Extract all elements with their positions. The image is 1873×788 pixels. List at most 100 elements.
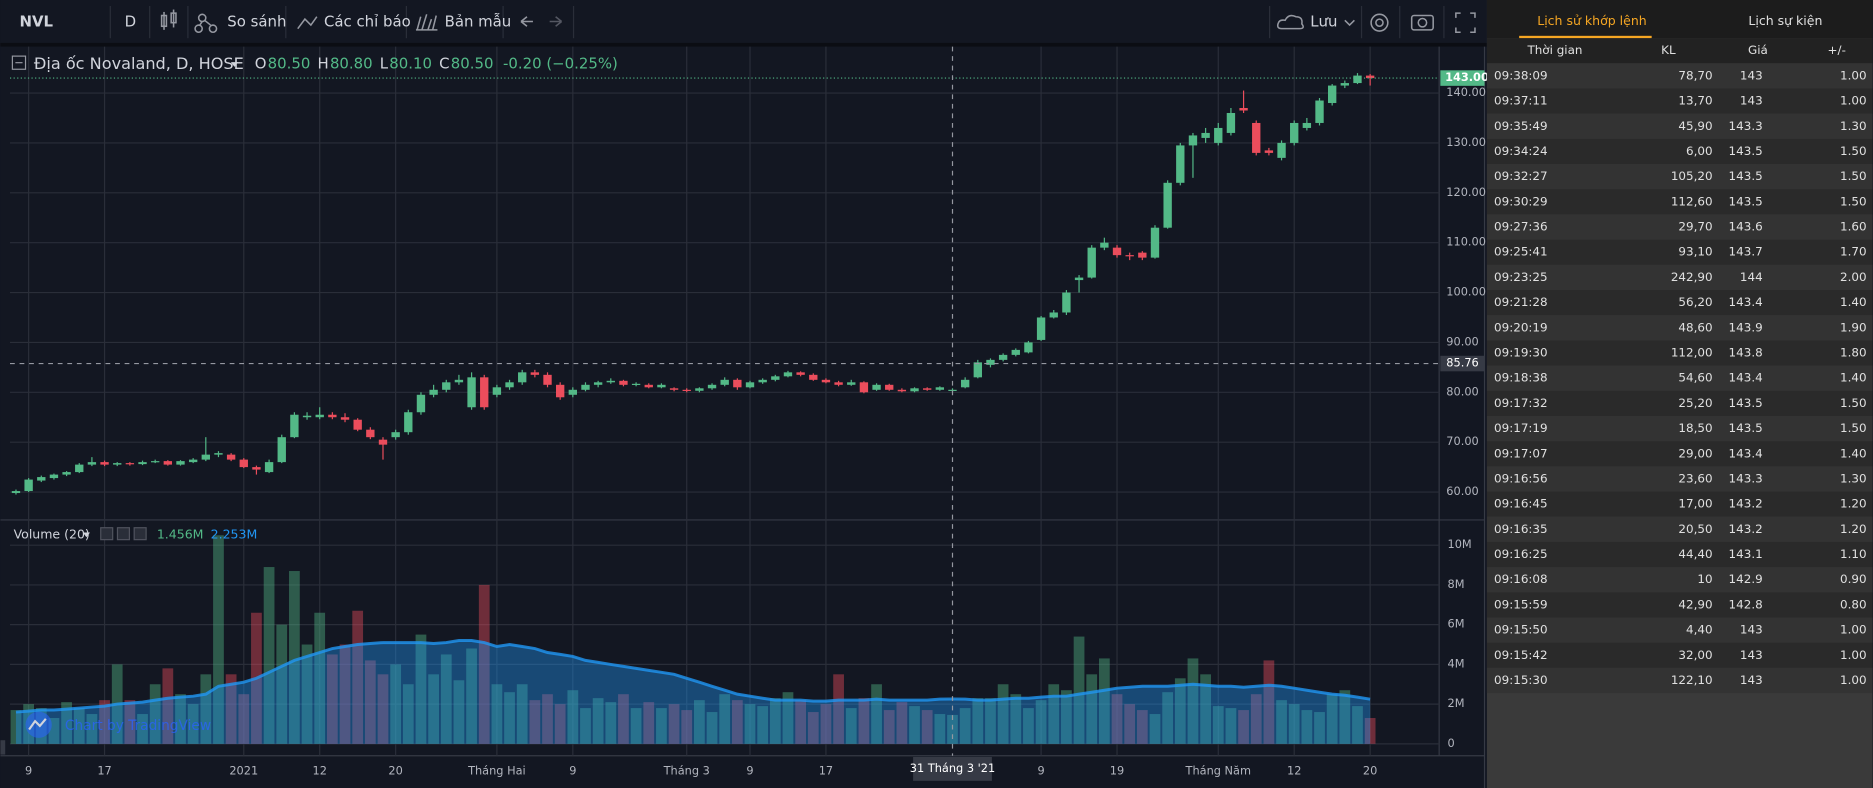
volume-bar (238, 694, 250, 744)
volume-bar (731, 700, 743, 744)
settings-icon[interactable] (1370, 13, 1389, 32)
table-row[interactable] (1486, 63, 1873, 89)
trade-time: 09:16:35 (1494, 522, 1548, 536)
save-button[interactable]: Lưu (1310, 13, 1337, 31)
candle-icon[interactable] (160, 9, 177, 30)
collapse-icon[interactable] (11, 55, 27, 70)
trade-change: 1.00 (1840, 648, 1867, 662)
tab[interactable]: Lịch sự kiện (1748, 13, 1822, 28)
trade-change: 1.40 (1840, 295, 1867, 309)
volume-bar (1276, 700, 1287, 744)
table-row[interactable] (1486, 290, 1873, 316)
table-row[interactable] (1486, 642, 1873, 668)
table-row[interactable] (1486, 541, 1873, 568)
table-row[interactable] (1486, 567, 1873, 593)
trade-change: 0.90 (1840, 572, 1867, 586)
table-row[interactable] (1486, 667, 1873, 694)
grid: 60.00 70.00 80.00 90.00 100.00 110.00 120.00 13… (10, 46, 1486, 777)
x-tick-label: 17 (97, 763, 111, 777)
volume-bar (1339, 690, 1351, 744)
trade-volume: 44,40 (1678, 547, 1712, 561)
indicators-button[interactable]: Các chỉ báo (324, 13, 411, 31)
candle-body (302, 415, 312, 418)
table-row[interactable] (1486, 214, 1873, 240)
volume-bar (415, 634, 427, 744)
table-row[interactable] (1486, 491, 1873, 517)
table-row[interactable] (1486, 88, 1873, 114)
compare-icon[interactable] (194, 13, 218, 34)
volume-bar (921, 710, 933, 744)
volume-bar (656, 708, 667, 744)
ohlc-legend: O 80.50 H 80.80 L 80.10 C 80.50 -0.20 (−0.25%) (255, 54, 618, 72)
table-row[interactable] (1486, 164, 1873, 190)
save-menu[interactable] (1344, 19, 1355, 27)
table-row[interactable] (1486, 415, 1873, 442)
table-row[interactable] (1486, 441, 1873, 467)
templates-button[interactable]: Bản mẫu (445, 13, 512, 31)
trade-change: 1.60 (1840, 220, 1867, 234)
hide-button[interactable] (100, 527, 114, 541)
candle-body (378, 439, 388, 445)
candle-body (138, 462, 147, 465)
settings-button[interactable] (116, 527, 130, 541)
fullscreen-icon[interactable] (1455, 12, 1476, 34)
trade-time: 09:21:28 (1494, 295, 1548, 309)
candle-body (1163, 182, 1172, 228)
candle-body (315, 414, 324, 418)
trade-volume: 29,00 (1678, 446, 1712, 460)
volume-bar (326, 654, 338, 744)
legend-key: L (380, 54, 389, 72)
volume-menu[interactable] (82, 532, 90, 538)
trade-time: 09:30:29 (1494, 194, 1548, 208)
watermark-text[interactable]: Chart by TradingView (65, 718, 211, 734)
interval[interactable]: D (125, 13, 136, 31)
cloud-icon[interactable] (1276, 14, 1304, 30)
trade-time: 09:19:30 (1494, 345, 1548, 359)
y-tick-label: 70.00 (1446, 434, 1478, 448)
trade-change: 1.00 (1840, 94, 1867, 108)
candle-body (720, 379, 729, 385)
table-row[interactable] (1486, 239, 1873, 265)
volume-bar (1352, 706, 1363, 744)
candle-body (1214, 127, 1223, 143)
candle-body (176, 461, 185, 465)
volume-bar (934, 714, 946, 744)
symbol[interactable]: NVL (20, 13, 54, 31)
table-row[interactable] (1486, 516, 1873, 542)
table-row[interactable] (1486, 466, 1873, 492)
last-price-box (1440, 70, 1485, 86)
compare-button[interactable]: So sánh (227, 13, 286, 31)
volume-bar (1225, 708, 1237, 744)
table-row[interactable] (1486, 264, 1873, 291)
table-row[interactable] (1486, 592, 1873, 618)
table-row[interactable] (1486, 365, 1873, 391)
volume-bar (1048, 684, 1060, 744)
table-row[interactable] (1486, 113, 1873, 139)
x-tick-label: Tháng Năm (1185, 763, 1251, 777)
undo[interactable] (520, 16, 533, 27)
table-row[interactable] (1486, 138, 1873, 165)
legend-value: 80.50 (268, 54, 311, 72)
table-row[interactable] (1486, 315, 1873, 341)
candle-body (264, 462, 274, 473)
candle-body (568, 389, 578, 395)
table-row[interactable] (1486, 617, 1873, 643)
redo[interactable] (549, 16, 563, 27)
title-menu[interactable] (230, 62, 239, 67)
candle-body (1252, 122, 1261, 153)
x-tick-label: 17 (819, 763, 833, 777)
candle-body (543, 374, 552, 385)
snapshot-icon[interactable] (1410, 14, 1434, 31)
candle-body (986, 359, 995, 365)
templates-icon[interactable] (415, 14, 438, 31)
table-row[interactable] (1486, 390, 1873, 416)
table-row[interactable] (1486, 340, 1873, 366)
table-row[interactable] (1486, 189, 1873, 215)
trade-volume: 45,90 (1678, 119, 1712, 133)
tab-active[interactable]: Lịch sử khớp lệnh (1537, 13, 1646, 28)
y-tick-label: 120.00 (1446, 185, 1486, 199)
scroll-handle[interactable] (0, 740, 6, 755)
remove-button[interactable] (133, 527, 147, 541)
indicators-icon[interactable] (297, 16, 318, 30)
trade-volume: 242,90 (1671, 270, 1713, 284)
